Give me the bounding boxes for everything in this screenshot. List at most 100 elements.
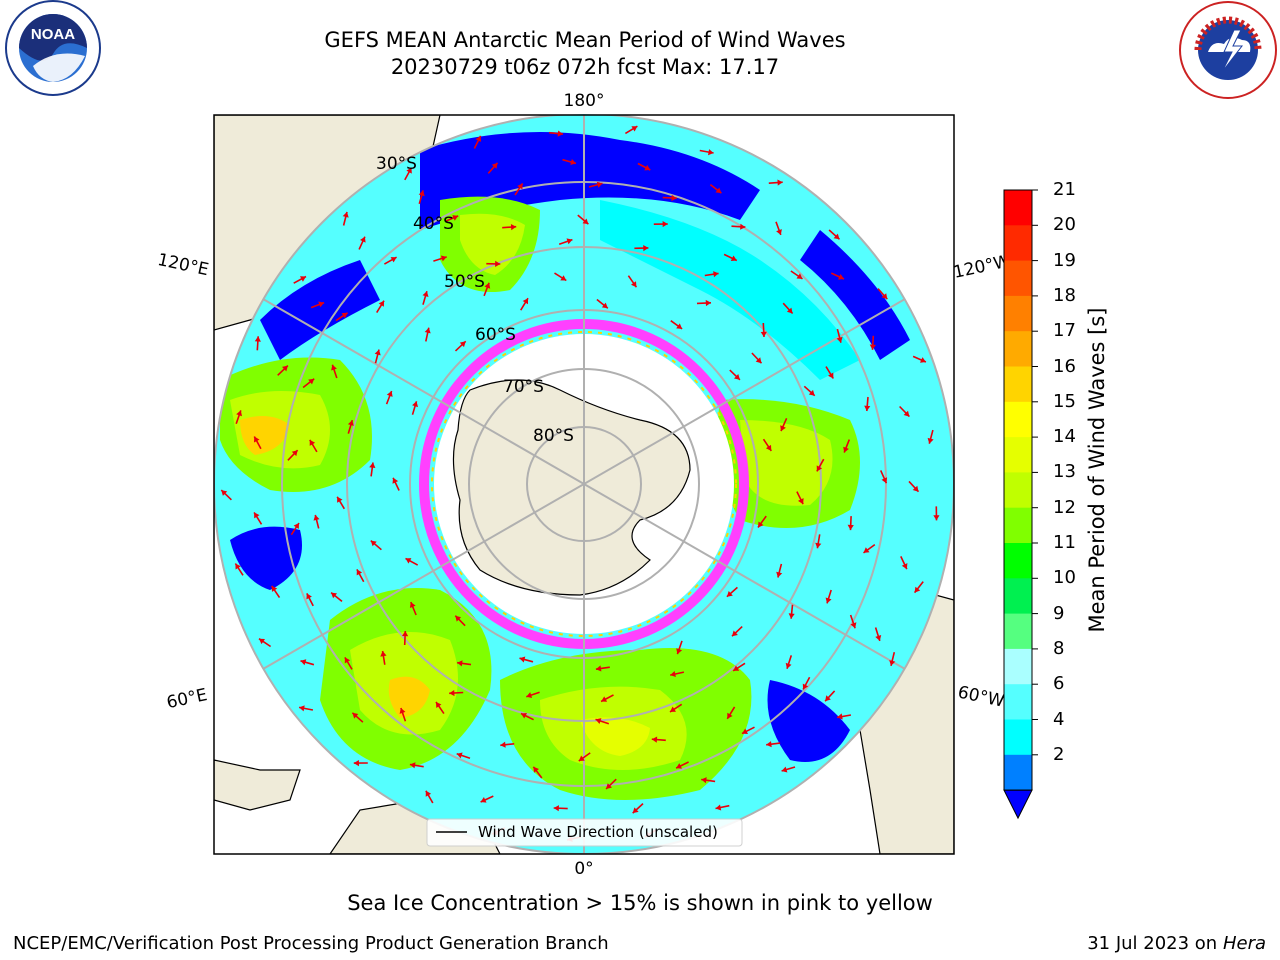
wave-direction-arrowhead xyxy=(837,713,843,720)
wave-direction-arrowhead xyxy=(595,718,602,724)
wave-direction-arrowhead xyxy=(449,690,455,697)
wave-direction-arrowhead xyxy=(676,763,682,769)
wave-direction-arrowhead xyxy=(254,436,260,443)
wave-direction-arrowhead xyxy=(517,183,523,190)
wave-direction-arrowhead xyxy=(788,613,795,619)
lon-label-180: 180° xyxy=(564,91,605,111)
wave-direction-arrowhead xyxy=(833,233,840,240)
wave-direction-arrowhead xyxy=(766,741,772,748)
wave-direction-arrowhead xyxy=(726,591,733,597)
wave-direction-arrowhead xyxy=(780,425,786,432)
wave-direction-arrowhead xyxy=(596,181,603,188)
wave-direction-arrowhead xyxy=(713,271,719,278)
wave-direction-arrowhead xyxy=(760,331,767,337)
wave-direction-arrowhead xyxy=(578,755,585,761)
credit-date: 31 Jul 2023 on xyxy=(1087,933,1218,954)
wave-direction-arrowhead xyxy=(402,631,409,637)
colorbar-bin xyxy=(1004,543,1032,579)
wave-direction-arrowhead xyxy=(828,372,834,379)
wave-direction-arrowhead xyxy=(843,446,849,453)
wave-direction-arrowhead xyxy=(881,293,888,300)
wave-direction-arrowhead xyxy=(308,378,315,385)
wave-direction-arrowhead xyxy=(670,671,676,677)
credit-left: NCEP/EMC/Verification Post Processing Pr… xyxy=(13,933,609,954)
wave-direction-arrowhead xyxy=(601,302,608,309)
wave-direction-arrowhead xyxy=(601,696,608,702)
wave-direction-arrowhead xyxy=(282,365,288,372)
lat-label-60s: 60°S xyxy=(475,325,516,345)
colorbar-tick-label: 6 xyxy=(1053,673,1065,695)
wave-direction-arrowhead xyxy=(802,683,809,690)
colorbar-tick-label: 2 xyxy=(1053,743,1065,765)
wave-direction-arrowhead xyxy=(838,274,844,280)
wave-direction-arrowhead xyxy=(440,255,447,262)
wave-direction-arrowhead xyxy=(418,190,425,197)
colorbar-bin xyxy=(1004,719,1032,756)
wave-direction-arrowhead xyxy=(299,705,305,712)
wave-direction-arrowhead xyxy=(705,299,711,307)
colorbar-tick-label: 16 xyxy=(1053,355,1076,377)
wave-direction-arrowhead xyxy=(533,766,539,773)
wave-direction-arrowhead xyxy=(370,540,377,547)
wave-direction-arrowhead xyxy=(459,341,466,348)
wave-direction-arrowhead xyxy=(236,410,242,417)
wave-direction-arrowhead xyxy=(676,648,683,655)
lon-label-60e: 60°E xyxy=(165,685,209,713)
colorbar xyxy=(1003,189,1038,820)
wave-direction-arrowhead xyxy=(313,514,320,521)
nws-logo xyxy=(1179,1,1277,99)
colorbar-bin xyxy=(1004,295,1032,332)
lon-label-0: 0° xyxy=(574,859,593,879)
graticule xyxy=(214,115,954,854)
wave-direction-arrowhead xyxy=(347,420,354,426)
wave-direction-arrowhead xyxy=(863,547,870,553)
colorbar-bin xyxy=(1004,472,1032,509)
wave-direction-arrowhead xyxy=(425,790,432,797)
wave-direction-arrowhead xyxy=(399,708,406,714)
wave-direction-arrowhead xyxy=(452,215,459,221)
wave-direction-arrowhead xyxy=(933,515,940,521)
colorbar-tick-label: 10 xyxy=(1053,567,1076,589)
wave-direction-arrowhead xyxy=(786,307,793,314)
wave-direction-arrowhead xyxy=(734,374,740,380)
wave-direction-arrowhead xyxy=(380,651,387,657)
colorbar-tick-label: 8 xyxy=(1053,637,1065,659)
wave-direction-arrowhead xyxy=(480,797,487,803)
colorbar-bin xyxy=(1004,225,1032,262)
wave-direction-arrowhead xyxy=(912,485,919,492)
wave-direction-arrowhead xyxy=(776,571,783,578)
wave-direction-arrowhead xyxy=(606,783,612,789)
wave-direction-arrowhead xyxy=(825,597,832,604)
wave-direction-arrowhead xyxy=(495,260,501,267)
wave-direction-arrowhead xyxy=(701,777,707,784)
wave-direction-arrowhead xyxy=(869,344,876,350)
wave-direction-arrowhead xyxy=(406,167,412,174)
wave-direction-arrowhead xyxy=(557,130,563,137)
wave-direction-arrowhead xyxy=(708,149,714,156)
wave-direction-arrowhead xyxy=(560,275,567,281)
wave-direction-arrowhead xyxy=(519,656,526,663)
wave-direction-arrowhead xyxy=(785,662,792,669)
lat-label-80s: 80°S xyxy=(533,426,574,446)
wind-wave-arrows xyxy=(220,125,940,842)
wave-direction-arrowhead xyxy=(732,630,738,637)
colorbar-bin xyxy=(1004,648,1032,685)
wave-direction-arrowhead xyxy=(526,692,533,698)
colorbar-tick-label: 21 xyxy=(1053,179,1076,200)
colorbar-under-extension xyxy=(1003,789,1033,820)
wave-direction-arrowhead xyxy=(914,586,921,593)
colorbar-tick-label: 19 xyxy=(1053,249,1076,271)
wave-direction-arrowhead xyxy=(344,657,351,664)
wave-direction-arrowhead xyxy=(424,327,431,334)
wave-direction-arrowhead xyxy=(676,323,683,329)
wave-direction-arrowhead xyxy=(671,194,677,202)
wave-direction-arrowhead xyxy=(378,300,384,307)
wave-direction-arrowhead xyxy=(306,593,312,600)
wave-direction-arrowhead xyxy=(235,563,241,570)
colorbar-bin xyxy=(1004,754,1032,791)
colorbar-bin xyxy=(1004,260,1032,297)
wave-direction-arrowhead xyxy=(300,659,307,666)
wave-direction-arrowhead xyxy=(409,602,416,608)
wave-direction-arrowhead xyxy=(864,405,871,411)
colorbar-tick-label: 14 xyxy=(1053,426,1076,448)
